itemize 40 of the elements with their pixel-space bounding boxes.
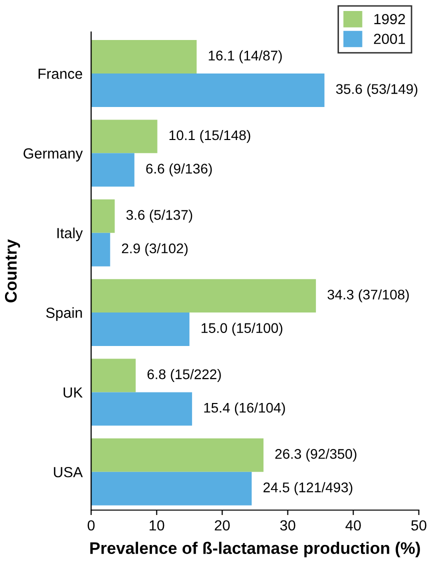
data-label: 3.6 (5/137) (126, 210, 192, 223)
y-axis-title: Country (4, 239, 20, 302)
bar (91, 73, 324, 107)
y-tick-label: USA (54, 466, 83, 478)
bar (91, 120, 158, 154)
y-tick-label: UK (64, 387, 83, 398)
data-label: 15.4 (16/104) (204, 402, 285, 416)
data-label: 26.3 (92/350) (275, 448, 356, 462)
y-tick-label: Italy (57, 228, 83, 242)
x-tick-label: 20 (214, 520, 230, 531)
legend-label: 2001 (374, 34, 405, 44)
data-label: 2.9 (3/102) (122, 243, 188, 256)
data-label: 35.6 (53/149) (336, 84, 418, 97)
x-tick-label: 30 (280, 520, 296, 531)
bar (91, 232, 110, 266)
x-tick-label: 10 (150, 520, 164, 531)
bar (91, 438, 264, 472)
data-label: 6.6 (9/136) (146, 163, 212, 176)
y-tick-label: Germany (24, 148, 83, 162)
y-tick-label: Spain (46, 307, 82, 321)
y-tick-label: France (38, 68, 82, 79)
data-label: 34.3 (37/108) (328, 289, 409, 302)
data-label: 16.1 (14/87) (208, 50, 282, 64)
data-label: 15.0 (15/100) (202, 322, 282, 336)
bar (91, 40, 197, 74)
data-label: 6.8 (15/222) (148, 369, 221, 382)
legend-label: 1992 (374, 14, 405, 24)
x-tick-label: 0 (88, 520, 95, 531)
bar (91, 392, 192, 426)
bar (91, 279, 316, 313)
x-tick-label: 40 (346, 520, 361, 531)
bar (91, 199, 115, 233)
bar (91, 472, 252, 506)
data-label: 24.5 (121/493) (264, 482, 352, 496)
x-axis-title: Prevalence of ß-lactamase production (%) (90, 542, 420, 558)
bar (91, 358, 136, 392)
data-label: 10.1 (15/148) (170, 130, 250, 143)
x-tick-label: 50 (411, 520, 426, 531)
bar (91, 153, 134, 187)
bar (91, 312, 190, 346)
